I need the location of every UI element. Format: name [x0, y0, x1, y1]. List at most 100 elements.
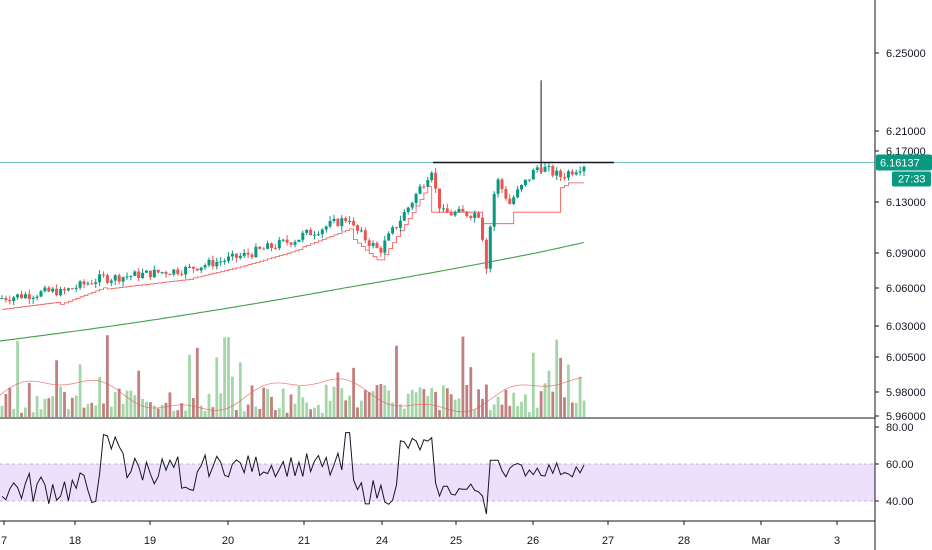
candle[interactable]: [199, 267, 203, 274]
candle[interactable]: [320, 228, 324, 238]
candle[interactable]: [35, 294, 39, 301]
candle[interactable]: [477, 211, 481, 219]
candle[interactable]: [574, 169, 578, 176]
candle[interactable]: [473, 210, 477, 223]
candle[interactable]: [289, 241, 293, 248]
candle[interactable]: [125, 272, 129, 280]
candle[interactable]: [266, 240, 270, 250]
candle[interactable]: [105, 273, 109, 285]
candle[interactable]: [242, 249, 246, 259]
candle[interactable]: [160, 271, 164, 275]
candle[interactable]: [516, 185, 520, 199]
candle[interactable]: [566, 169, 570, 181]
candle[interactable]: [453, 210, 457, 217]
candle[interactable]: [102, 271, 105, 278]
candle[interactable]: [156, 269, 160, 274]
candle[interactable]: [352, 217, 356, 227]
candle[interactable]: [340, 215, 344, 232]
candle[interactable]: [113, 274, 117, 285]
candle[interactable]: [426, 177, 430, 188]
candle[interactable]: [438, 188, 441, 213]
candle[interactable]: [348, 216, 352, 225]
candle[interactable]: [117, 273, 121, 285]
candle[interactable]: [27, 289, 31, 304]
candle[interactable]: [582, 165, 586, 177]
candle[interactable]: [484, 238, 488, 274]
candle[interactable]: [391, 225, 395, 235]
candle[interactable]: [309, 227, 313, 236]
candle[interactable]: [70, 287, 74, 290]
candle[interactable]: [422, 183, 426, 189]
candle[interactable]: [531, 168, 535, 180]
candle[interactable]: [430, 171, 434, 183]
candle[interactable]: [293, 239, 297, 248]
candle[interactable]: [270, 242, 273, 252]
candle[interactable]: [332, 214, 336, 224]
candle[interactable]: [523, 179, 527, 187]
candle[interactable]: [379, 246, 383, 258]
candle[interactable]: [418, 183, 422, 195]
candle[interactable]: [23, 291, 27, 299]
candle[interactable]: [301, 230, 305, 243]
candle[interactable]: [219, 256, 223, 267]
candle[interactable]: [262, 247, 266, 250]
candle[interactable]: [492, 191, 496, 232]
candle[interactable]: [258, 245, 262, 250]
candle[interactable]: [457, 205, 461, 213]
candle[interactable]: [441, 204, 445, 213]
candle[interactable]: [66, 287, 70, 292]
candle[interactable]: [145, 270, 148, 273]
candle[interactable]: [434, 167, 438, 193]
candle[interactable]: [461, 205, 465, 212]
candle[interactable]: [98, 270, 102, 287]
candle[interactable]: [180, 270, 184, 277]
candle[interactable]: [137, 268, 141, 282]
candle[interactable]: [39, 289, 43, 298]
candle[interactable]: [367, 238, 371, 251]
candle[interactable]: [539, 80, 543, 174]
candle[interactable]: [363, 227, 367, 244]
candle[interactable]: [59, 286, 63, 297]
candle[interactable]: [402, 209, 406, 221]
candle[interactable]: [246, 248, 250, 258]
candle[interactable]: [520, 184, 523, 192]
candle[interactable]: [168, 273, 172, 276]
candle[interactable]: [152, 265, 156, 278]
candle[interactable]: [207, 257, 211, 268]
candle[interactable]: [313, 231, 316, 240]
candle[interactable]: [410, 201, 414, 211]
candle[interactable]: [12, 295, 16, 306]
candle[interactable]: [47, 286, 51, 293]
candle[interactable]: [324, 225, 328, 233]
candle[interactable]: [297, 239, 301, 243]
candle[interactable]: [141, 268, 145, 279]
candle[interactable]: [406, 206, 410, 215]
candle[interactable]: [465, 211, 469, 218]
candle[interactable]: [316, 231, 320, 237]
candle[interactable]: [359, 227, 363, 233]
candle[interactable]: [94, 278, 98, 288]
candle[interactable]: [121, 276, 125, 287]
candle[interactable]: [4, 295, 8, 303]
candle[interactable]: [527, 179, 531, 183]
candle[interactable]: [285, 235, 289, 246]
candle[interactable]: [481, 216, 484, 242]
candle[interactable]: [328, 216, 332, 229]
candle[interactable]: [336, 217, 340, 227]
candle[interactable]: [250, 252, 254, 260]
candle[interactable]: [387, 231, 391, 241]
candle[interactable]: [191, 266, 195, 273]
candle[interactable]: [109, 278, 113, 286]
candle[interactable]: [223, 258, 227, 265]
candle[interactable]: [164, 270, 168, 278]
candle[interactable]: [547, 162, 551, 172]
candle[interactable]: [148, 270, 152, 280]
candle[interactable]: [559, 168, 563, 182]
candle[interactable]: [555, 167, 559, 180]
candle[interactable]: [512, 195, 516, 206]
candle[interactable]: [414, 192, 418, 206]
candle[interactable]: [496, 177, 500, 198]
candle[interactable]: [129, 275, 133, 281]
